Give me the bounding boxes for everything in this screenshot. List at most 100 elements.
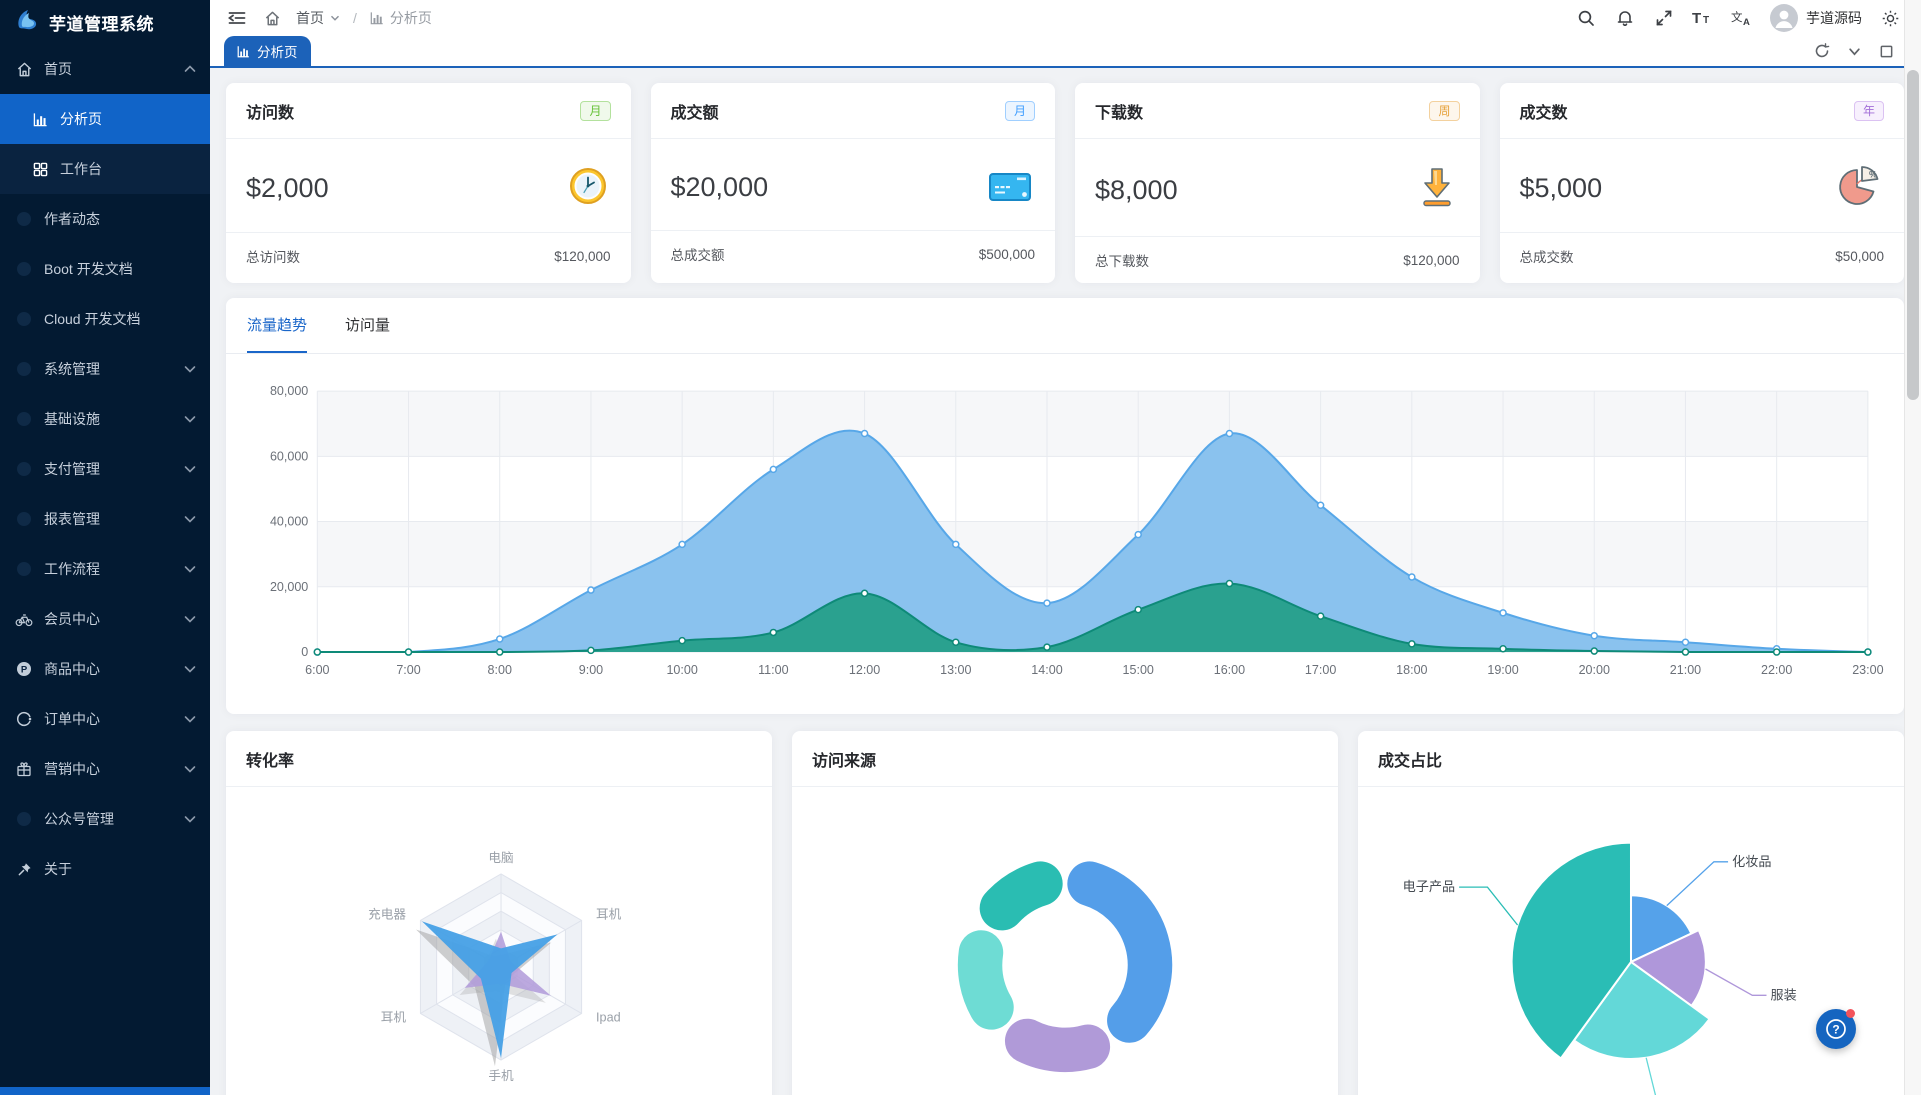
fullscreen-icon[interactable] [1653, 7, 1675, 29]
breadcrumb-separator: / [353, 10, 357, 26]
card-title: 访问来源 [812, 752, 877, 770]
chevron-down-icon[interactable] [1841, 38, 1867, 64]
stat-card-title: 访问数 [246, 104, 295, 122]
dot-icon [14, 359, 34, 379]
svg-text:12:00: 12:00 [849, 663, 880, 677]
home-icon[interactable] [261, 7, 283, 29]
breadcrumb-home[interactable]: 首页 [296, 8, 340, 28]
trend-tab-1[interactable]: 访问量 [345, 317, 391, 335]
user-name: 芋道源码 [1806, 10, 1862, 26]
svg-text:16:00: 16:00 [1214, 663, 1245, 677]
credit-card-icon [987, 165, 1033, 210]
sidebar-item-label: Cloud 开发文档 [44, 311, 141, 327]
home-icon [14, 59, 34, 79]
dot-icon [14, 409, 34, 429]
traffic-trend-chart[interactable]: 0 20,000 40,000 60,000 80,000 6:00 7:00 8:00 9:0… [226, 354, 1904, 714]
trend-tabs: 流量趋势 访问量 [226, 298, 1904, 355]
order-icon [14, 709, 34, 729]
dot-icon [14, 309, 34, 329]
svg-text:7:00: 7:00 [396, 663, 420, 677]
chevron-down-icon [184, 814, 196, 824]
sidebar-item-14[interactable]: 关于 [0, 844, 210, 894]
pie-icon: % [1838, 165, 1882, 212]
svg-text:耳机: 耳机 [381, 1011, 407, 1025]
sidebar-collapse-bar[interactable] [0, 1087, 210, 1095]
bar-chart-icon [30, 109, 50, 129]
chevron-down-icon [184, 764, 196, 774]
sidebar-item-12[interactable]: 营销中心 [0, 744, 210, 794]
stat-footer-label: 总访问数 [246, 250, 300, 266]
svg-text:80,000: 80,000 [270, 384, 308, 398]
help-button[interactable]: ? [1816, 1009, 1856, 1049]
svg-text:0: 0 [301, 645, 308, 659]
sidebar-item-label: 商品中心 [44, 661, 100, 677]
stat-footer-value: $500,000 [978, 246, 1035, 262]
sidebar-item-label: 会员中心 [44, 611, 100, 627]
stat-value: $2,000 [246, 173, 329, 204]
deal-share-card: 成交占比 化妆品 服装 电子产品 [1358, 731, 1904, 1095]
stat-card-row: 访问数 月 $2,000 总访问数 $120,000 成交额 月 $20,000 总成交额 $50… [226, 83, 1904, 284]
chevron-down-icon [184, 714, 196, 724]
sidebar-item-0-0[interactable]: 分析页 [0, 94, 210, 144]
svg-text:11:00: 11:00 [758, 663, 788, 677]
refresh-icon[interactable] [1809, 38, 1835, 64]
tab-analysis-page[interactable]: 分析页 [224, 36, 311, 67]
sidebar-item-3[interactable]: Cloud 开发文档 [0, 294, 210, 344]
sidebar-item-9[interactable]: 会员中心 [0, 594, 210, 644]
stat-card-2: 下载数 周 $8,000 总下载数 $120,000 [1075, 83, 1480, 284]
clock-icon [569, 168, 606, 205]
sidebar-item-13[interactable]: 公众号管理 [0, 794, 210, 844]
collapse-sidebar-icon[interactable] [226, 7, 248, 29]
sidebar-item-10[interactable]: P 商品中心 [0, 644, 210, 694]
svg-text:15:00: 15:00 [1123, 663, 1154, 677]
sidebar-item-label: 作者动态 [44, 211, 100, 227]
sidebar-item-4[interactable]: 系统管理 [0, 344, 210, 394]
svg-text:化妆品: 化妆品 [1732, 854, 1771, 869]
sidebar-item-2[interactable]: Boot 开发文档 [0, 244, 210, 294]
chevron-down-icon [184, 664, 196, 674]
period-badge: 月 [1004, 100, 1035, 121]
deal-share-pie-chart[interactable]: 化妆品 服装 电子产品 [1358, 787, 1904, 1095]
conversion-radar-chart[interactable]: 电脑 耳机 Ipad 手机 耳机 充电器 [226, 787, 772, 1095]
gear-icon[interactable] [1879, 7, 1901, 29]
scrollbar-thumb[interactable] [1907, 70, 1919, 400]
svg-text:手机: 手机 [488, 1069, 514, 1083]
dot-icon [14, 209, 34, 229]
sidebar-item-1[interactable]: 作者动态 [0, 194, 210, 244]
page-scrollbar[interactable] [1904, 0, 1921, 1095]
search-icon[interactable] [1575, 7, 1597, 29]
submenu-home: 分析页 工作台 [0, 94, 210, 194]
sidebar: 芋道管理系统 首页 分析页 工作台作者动态 Boot 开发文档 Cloud 开发文档系统… [0, 0, 210, 1095]
sidebar-item-label: 支付管理 [44, 461, 100, 477]
svg-text:%: % [1869, 170, 1877, 180]
chevron-down-icon [184, 614, 196, 624]
stat-footer-label: 总成交额 [670, 248, 725, 264]
clock-icon [567, 165, 609, 212]
stat-footer-value: $50,000 [1835, 248, 1884, 264]
maximize-icon[interactable] [1873, 38, 1899, 64]
sidebar-item-7[interactable]: 报表管理 [0, 494, 210, 544]
user-menu[interactable]: 芋道源码 [1770, 4, 1862, 32]
visit-source-donut-chart[interactable] [792, 787, 1338, 1095]
sidebar-item-0[interactable]: 首页 [0, 44, 210, 94]
svg-text:A: A [1743, 17, 1750, 27]
app-logo[interactable]: 芋道管理系统 [0, 0, 210, 44]
sidebar-item-8[interactable]: 工作流程 [0, 544, 210, 594]
sidebar-item-11[interactable]: 订单中心 [0, 694, 210, 744]
svg-text:60,000: 60,000 [270, 449, 308, 463]
svg-text:?: ? [1832, 1023, 1839, 1037]
svg-text:T: T [1703, 15, 1709, 26]
bell-icon[interactable] [1614, 7, 1636, 29]
sidebar-item-0-1[interactable]: 工作台 [0, 144, 210, 194]
sidebar-item-6[interactable]: 支付管理 [0, 444, 210, 494]
svg-text:14:00: 14:00 [1031, 663, 1062, 677]
trend-tab-0[interactable]: 流量趋势 [247, 298, 308, 354]
dot-icon [14, 259, 34, 279]
question-icon: ? [1826, 1019, 1846, 1039]
sidebar-item-5[interactable]: 基础设施 [0, 394, 210, 444]
